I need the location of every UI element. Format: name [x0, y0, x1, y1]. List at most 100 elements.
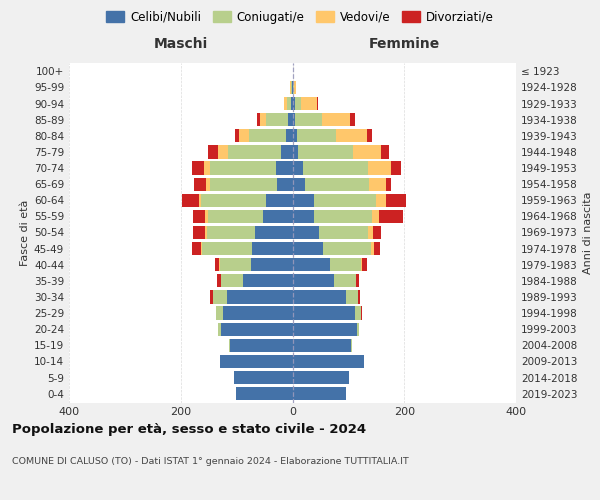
- Bar: [288, 113, 293, 126]
- Bar: [236, 387, 293, 400]
- Bar: [205, 226, 207, 239]
- Bar: [386, 178, 391, 191]
- Bar: [293, 322, 357, 336]
- Bar: [355, 306, 361, 320]
- Bar: [292, 97, 293, 110]
- Bar: [386, 194, 406, 207]
- Bar: [293, 210, 314, 223]
- Bar: [223, 306, 293, 320]
- Bar: [357, 322, 359, 336]
- Bar: [301, 97, 317, 110]
- Bar: [293, 146, 298, 158]
- Bar: [193, 210, 205, 223]
- Bar: [293, 242, 323, 255]
- Bar: [235, 129, 239, 142]
- Legend: Celibi/Nubili, Coniugati/e, Vedovi/e, Divorziati/e: Celibi/Nubili, Coniugati/e, Vedovi/e, Di…: [101, 6, 499, 28]
- Bar: [323, 242, 371, 255]
- Bar: [221, 274, 244, 287]
- Bar: [294, 81, 296, 94]
- Bar: [218, 146, 228, 158]
- Bar: [217, 274, 221, 287]
- Bar: [293, 306, 355, 320]
- Bar: [293, 290, 346, 304]
- Bar: [295, 97, 301, 110]
- Bar: [193, 226, 205, 239]
- Bar: [257, 113, 260, 126]
- Bar: [293, 338, 351, 352]
- Bar: [291, 81, 292, 94]
- Bar: [218, 322, 221, 336]
- Bar: [202, 242, 252, 255]
- Bar: [374, 242, 380, 255]
- Bar: [260, 113, 266, 126]
- Bar: [302, 162, 368, 174]
- Bar: [381, 146, 389, 158]
- Bar: [208, 146, 218, 158]
- Bar: [221, 322, 293, 336]
- Bar: [297, 129, 336, 142]
- Bar: [206, 178, 210, 191]
- Bar: [216, 306, 223, 320]
- Bar: [211, 290, 212, 304]
- Bar: [376, 194, 386, 207]
- Bar: [263, 210, 293, 223]
- Bar: [293, 387, 346, 400]
- Bar: [305, 178, 369, 191]
- Bar: [254, 226, 293, 239]
- Bar: [346, 290, 358, 304]
- Bar: [205, 210, 208, 223]
- Bar: [293, 258, 331, 272]
- Bar: [295, 113, 322, 126]
- Bar: [212, 290, 227, 304]
- Bar: [293, 113, 295, 126]
- Bar: [336, 129, 367, 142]
- Bar: [368, 226, 373, 239]
- Bar: [250, 129, 286, 142]
- Bar: [266, 113, 288, 126]
- Bar: [293, 162, 302, 174]
- Bar: [201, 242, 202, 255]
- Y-axis label: Anni di nascita: Anni di nascita: [583, 191, 593, 274]
- Bar: [220, 355, 293, 368]
- Bar: [350, 113, 355, 126]
- Bar: [373, 210, 379, 223]
- Bar: [239, 129, 250, 142]
- Bar: [331, 258, 361, 272]
- Bar: [182, 194, 199, 207]
- Bar: [230, 338, 293, 352]
- Bar: [334, 274, 356, 287]
- Bar: [361, 306, 362, 320]
- Bar: [351, 338, 352, 352]
- Bar: [369, 178, 386, 191]
- Bar: [284, 97, 287, 110]
- Bar: [298, 146, 353, 158]
- Bar: [317, 97, 318, 110]
- Bar: [353, 146, 381, 158]
- Bar: [228, 146, 281, 158]
- Bar: [193, 242, 201, 255]
- Bar: [266, 194, 293, 207]
- Bar: [293, 371, 349, 384]
- Bar: [293, 194, 314, 207]
- Text: Femmine: Femmine: [368, 36, 440, 51]
- Bar: [234, 371, 293, 384]
- Bar: [286, 129, 293, 142]
- Bar: [220, 258, 251, 272]
- Bar: [368, 162, 391, 174]
- Bar: [276, 162, 293, 174]
- Text: Popolazione per età, sesso e stato civile - 2024: Popolazione per età, sesso e stato civil…: [12, 422, 366, 436]
- Bar: [281, 146, 293, 158]
- Bar: [293, 129, 297, 142]
- Bar: [192, 162, 204, 174]
- Bar: [314, 210, 373, 223]
- Bar: [379, 210, 403, 223]
- Bar: [293, 178, 305, 191]
- Bar: [208, 210, 263, 223]
- Bar: [210, 162, 276, 174]
- Bar: [293, 274, 334, 287]
- Bar: [215, 258, 220, 272]
- Bar: [252, 242, 293, 255]
- Y-axis label: Fasce di età: Fasce di età: [20, 200, 30, 266]
- Bar: [322, 113, 350, 126]
- Bar: [367, 129, 373, 142]
